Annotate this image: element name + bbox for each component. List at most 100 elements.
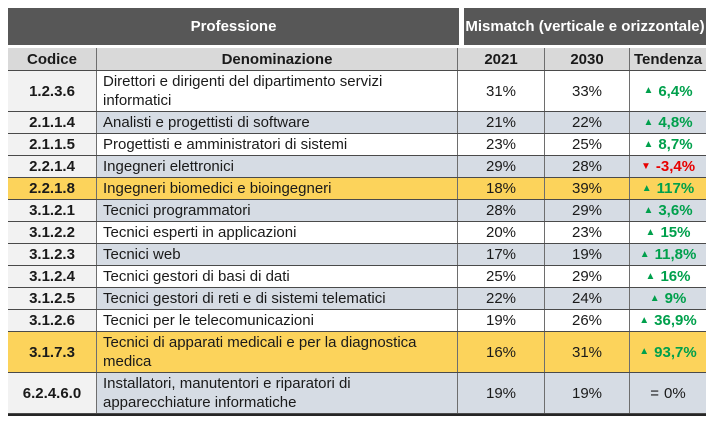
denominazione-cell: Tecnici web (97, 244, 458, 265)
value-2021-cell: 17% (458, 244, 545, 265)
table-row: 2.2.1.8 Ingegneri biomedici e bioingegne… (8, 178, 706, 200)
tendenza-cell: ▲ 11,8% (630, 244, 706, 265)
value-2021-cell: 18% (458, 178, 545, 199)
tendenza-cell: ▲ 15% (630, 222, 706, 243)
value-2030-cell: 23% (545, 222, 630, 243)
table-row: 3.1.2.2 Tecnici esperti in applicazioni … (8, 222, 706, 244)
group-header-row: Professione Mismatch (verticale e orizzo… (8, 8, 706, 45)
tendenza-cell: ▲ 9% (630, 288, 706, 309)
trend-up-icon: ▲ (645, 226, 656, 238)
code-cell: 2.1.1.5 (8, 134, 97, 155)
trend-value: 9% (664, 290, 687, 307)
value-2021-cell: 22% (458, 288, 545, 309)
trend-up-icon: ▲ (639, 314, 650, 326)
value-2030-cell: 25% (545, 134, 630, 155)
denominazione-cell: Tecnici di apparati medicali e per la di… (97, 332, 458, 372)
value-2021-cell: 31% (458, 71, 545, 111)
trend-up-icon: ▲ (643, 116, 654, 128)
value-2021-cell: 25% (458, 266, 545, 287)
table-row: 1.2.3.6 Direttori e dirigenti del dipart… (8, 71, 706, 112)
code-cell: 2.2.1.4 (8, 156, 97, 177)
code-cell: 3.1.2.1 (8, 200, 97, 221)
value-2030-cell: 31% (545, 332, 630, 372)
trend-up-icon: ▲ (643, 85, 654, 96)
tendenza-cell: ▲ 8,7% (630, 134, 706, 155)
trend-value: 93,7% (654, 343, 697, 361)
value-2030-cell: 29% (545, 266, 630, 287)
value-2030-cell: 28% (545, 156, 630, 177)
trend-up-icon: ▲ (641, 182, 652, 194)
tendenza-cell: ▲ 6,4% (630, 71, 706, 111)
value-2030-cell: 39% (545, 178, 630, 199)
tendenza-cell: ▲ 36,9% (630, 310, 706, 331)
tendenza-cell: ▲ 16% (630, 266, 706, 287)
trend-value: 0% (664, 384, 686, 402)
denominazione-cell: Progettisti e amministratori di sistemi (97, 134, 458, 155)
trend-value: 4,8% (658, 114, 693, 131)
value-2021-cell: 16% (458, 332, 545, 372)
trend-value: 15% (660, 224, 691, 241)
column-header-2030: 2030 (545, 48, 630, 70)
value-2030-cell: 19% (545, 373, 630, 413)
column-header-row: Codice Denominazione 2021 2030 Tendenza (8, 48, 707, 71)
trend-value: 16% (660, 268, 691, 285)
column-header-tendenza: Tendenza (630, 48, 707, 70)
tendenza-cell: = 0% (630, 373, 706, 413)
value-2021-cell: 20% (458, 222, 545, 243)
code-cell: 1.2.3.6 (8, 71, 97, 111)
denominazione-cell: Tecnici programmatori (97, 200, 458, 221)
denominazione-cell: Analisti e progettisti di software (97, 112, 458, 133)
trend-up-icon: ▲ (649, 292, 660, 304)
trend-equal-icon: = (650, 384, 660, 402)
code-cell: 3.1.7.3 (8, 332, 97, 372)
code-cell: 3.1.2.6 (8, 310, 97, 331)
value-2030-cell: 26% (545, 310, 630, 331)
code-cell: 3.1.2.5 (8, 288, 97, 309)
group-header-mismatch: Mismatch (verticale e orizzontale) (464, 8, 706, 45)
tendenza-cell: ▲ 93,7% (630, 332, 706, 372)
code-cell: 2.1.1.4 (8, 112, 97, 133)
tendenza-cell: ▼ -3,4% (630, 156, 706, 177)
group-header-gap (459, 8, 464, 45)
trend-up-icon: ▲ (643, 138, 654, 150)
denominazione-cell: Ingegneri biomedici e bioingegneri (97, 178, 458, 199)
trend-up-icon: ▲ (639, 346, 650, 357)
tendenza-cell: ▲ 117% (630, 178, 706, 199)
table-row: 3.1.2.6 Tecnici per le telecomunicazioni… (8, 310, 706, 332)
table-row: 3.1.2.4 Tecnici gestori di basi di dati … (8, 266, 706, 288)
table-row: 3.1.2.1 Tecnici programmatori 28% 29% ▲ 3… (8, 200, 706, 222)
table-row: 2.1.1.5 Progettisti e amministratori di … (8, 134, 706, 156)
tendenza-cell: ▲ 4,8% (630, 112, 706, 133)
code-cell: 2.2.1.8 (8, 178, 97, 199)
value-2030-cell: 24% (545, 288, 630, 309)
code-cell: 3.1.2.2 (8, 222, 97, 243)
value-2030-cell: 22% (545, 112, 630, 133)
trend-value: -3,4% (655, 158, 696, 175)
denominazione-cell: Tecnici gestori di reti e di sistemi tel… (97, 288, 458, 309)
code-cell: 3.1.2.3 (8, 244, 97, 265)
group-header-profession: Professione (8, 8, 459, 45)
table-row: 3.1.2.5 Tecnici gestori di reti e di sis… (8, 288, 706, 310)
value-2021-cell: 23% (458, 134, 545, 155)
column-header-denominazione: Denominazione (97, 48, 458, 70)
column-header-2021: 2021 (458, 48, 545, 70)
trend-value: 36,9% (654, 312, 697, 329)
value-2021-cell: 19% (458, 373, 545, 413)
value-2021-cell: 19% (458, 310, 545, 331)
trend-value: 6,4% (658, 82, 693, 100)
trend-value: 11,8% (654, 246, 697, 263)
trend-value: 8,7% (658, 136, 693, 153)
denominazione-cell: Tecnici esperti in applicazioni (97, 222, 458, 243)
denominazione-cell: Installatori, manutentori e riparatori d… (97, 373, 458, 413)
trend-up-icon: ▲ (643, 204, 654, 216)
trend-value: 117% (656, 180, 695, 197)
table-row: 2.1.1.4 Analisti e progettisti di softwa… (8, 112, 706, 134)
code-cell: 6.2.4.6.0 (8, 373, 97, 413)
denominazione-cell: Ingegneri elettronici (97, 156, 458, 177)
table-row: 2.2.1.4 Ingegneri elettronici 29% 28% ▼ -… (8, 156, 706, 178)
value-2021-cell: 28% (458, 200, 545, 221)
trend-down-icon: ▼ (640, 160, 651, 172)
trend-value: 3,6% (658, 202, 693, 219)
value-2030-cell: 19% (545, 244, 630, 265)
table-row: 3.1.2.3 Tecnici web 17% 19% ▲ 11,8% (8, 244, 706, 266)
